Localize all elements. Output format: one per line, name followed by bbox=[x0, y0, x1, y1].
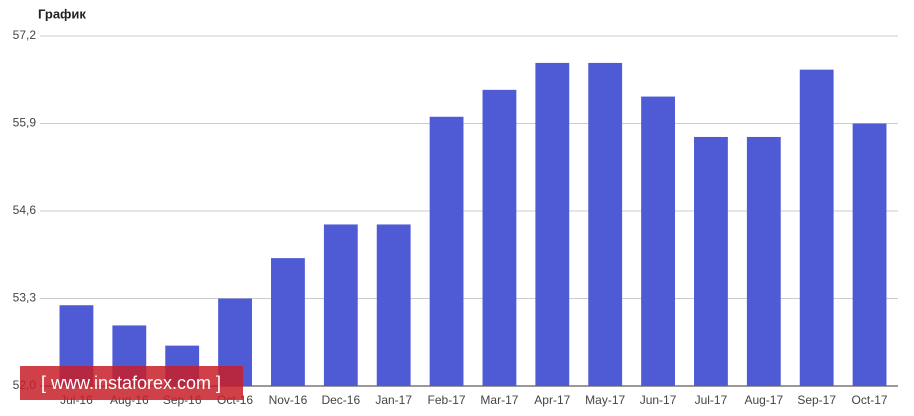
x-tick-label: May-17 bbox=[585, 393, 625, 407]
bar bbox=[482, 89, 517, 386]
x-tick-label: Apr-17 bbox=[534, 393, 570, 407]
x-tick-label: Jun-17 bbox=[640, 393, 677, 407]
x-tick-label: Nov-16 bbox=[269, 393, 308, 407]
bar bbox=[746, 136, 781, 386]
x-tick-label: Jul-17 bbox=[695, 393, 728, 407]
bar bbox=[588, 62, 623, 387]
y-tick-label: 57,2 bbox=[13, 28, 37, 42]
x-tick-label: Oct-17 bbox=[852, 393, 888, 407]
chart-title: График bbox=[38, 6, 86, 21]
x-tick-label: Feb-17 bbox=[428, 393, 466, 407]
x-tick-label: Sep-17 bbox=[797, 393, 836, 407]
y-tick-label: 54,6 bbox=[13, 203, 37, 217]
y-tick-label: 55,9 bbox=[13, 116, 37, 130]
bar bbox=[376, 224, 411, 386]
bar bbox=[429, 116, 464, 387]
x-tick-label: Aug-17 bbox=[744, 393, 783, 407]
watermark-box bbox=[20, 366, 243, 400]
x-tick-label: Dec-16 bbox=[321, 393, 360, 407]
bar bbox=[271, 258, 305, 386]
bar bbox=[535, 62, 570, 387]
bar bbox=[641, 96, 675, 387]
bar bbox=[852, 123, 887, 386]
y-tick-label: 53,3 bbox=[13, 291, 37, 305]
watermark: [ www.instaforex.com ] bbox=[41, 373, 221, 393]
bar bbox=[323, 224, 358, 386]
x-tick-label: Mar-17 bbox=[480, 393, 518, 407]
x-tick-label: Jan-17 bbox=[375, 393, 412, 407]
bar bbox=[799, 69, 834, 387]
bar bbox=[694, 136, 728, 386]
